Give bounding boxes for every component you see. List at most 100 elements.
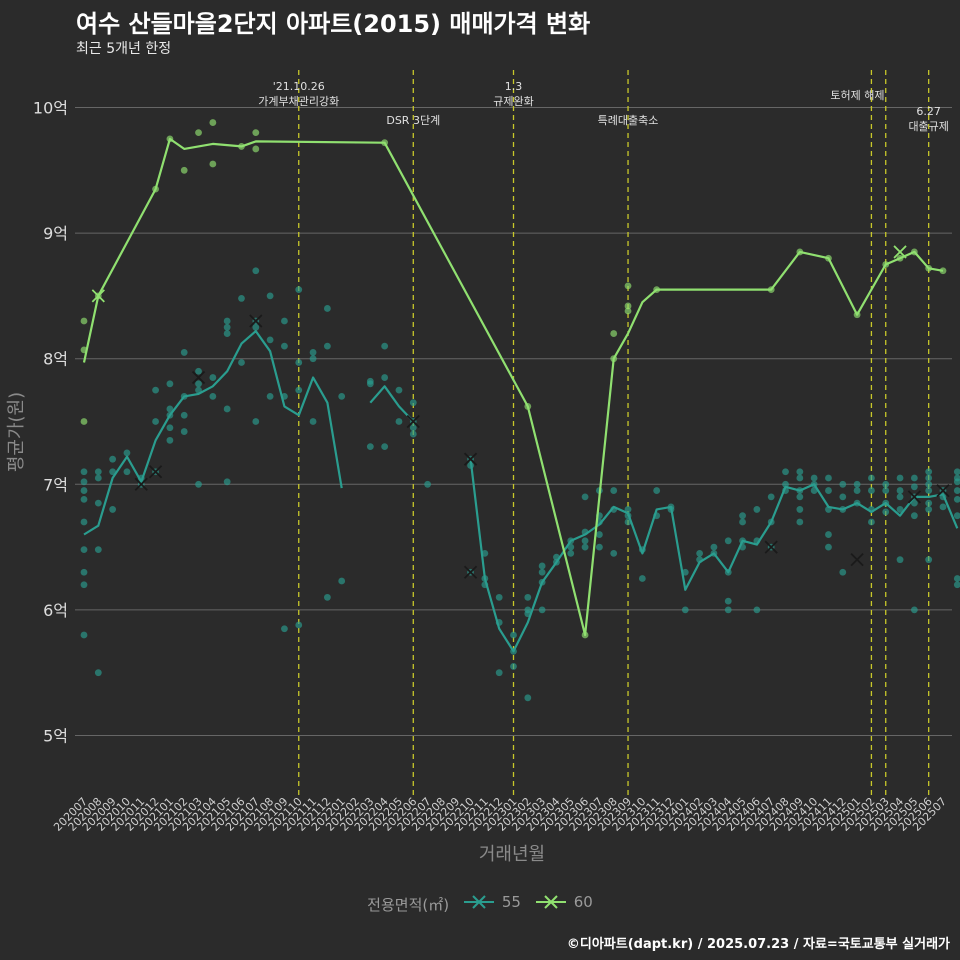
- point-55: [152, 418, 159, 425]
- point-60: [610, 330, 618, 337]
- point-55: [925, 474, 933, 482]
- point-55: [896, 493, 904, 501]
- point-55: [395, 386, 403, 394]
- point-55: [123, 468, 131, 476]
- point-55: [882, 487, 890, 494]
- point-55: [782, 468, 789, 476]
- point-55: [323, 342, 331, 350]
- point-55: [281, 317, 288, 325]
- point-55: [109, 506, 117, 513]
- point-55: [252, 418, 260, 425]
- point-55: [882, 480, 890, 488]
- point-55: [295, 286, 303, 294]
- cross-marker-55: [148, 465, 163, 479]
- point-55: [266, 336, 274, 344]
- point-55: [524, 593, 532, 601]
- point-55: [109, 468, 117, 476]
- point-55: [538, 606, 546, 614]
- point-55: [825, 474, 832, 482]
- point-60: [252, 145, 260, 153]
- point-55: [581, 537, 589, 545]
- cross-marker-55: [764, 540, 778, 554]
- point-55: [825, 543, 832, 551]
- point-55: [80, 468, 88, 476]
- cross-marker-55: [907, 490, 922, 504]
- point-55: [567, 543, 575, 551]
- point-60: [180, 166, 188, 174]
- point-55: [223, 405, 231, 413]
- point-55: [896, 506, 904, 513]
- point-55: [166, 405, 174, 413]
- point-55: [266, 292, 274, 300]
- point-55: [109, 455, 117, 463]
- event-label: DSR 3단계: [386, 114, 440, 127]
- point-55: [94, 669, 102, 677]
- point-55: [94, 474, 102, 482]
- point-55: [252, 323, 260, 331]
- point-55: [295, 359, 303, 366]
- point-55: [409, 430, 417, 438]
- point-55: [939, 503, 947, 511]
- point-55: [825, 531, 832, 538]
- point-55: [180, 411, 188, 419]
- point-55: [366, 380, 374, 388]
- legend: 전용면적(㎡) 55 60: [0, 893, 960, 915]
- cross-marker-55: [850, 553, 864, 567]
- point-55: [739, 512, 746, 520]
- chart-subtitle: 최근 5개년 한정: [76, 41, 172, 57]
- point-55: [953, 575, 960, 582]
- legend-item-60: 60: [534, 893, 593, 911]
- point-55: [739, 518, 746, 526]
- event-label: 토허제 해제: [830, 88, 884, 102]
- point-55: [123, 449, 131, 457]
- point-55: [753, 606, 761, 614]
- point-60: [80, 418, 88, 425]
- point-55: [638, 575, 646, 582]
- point-55: [80, 631, 88, 639]
- cross-marker-55: [463, 565, 478, 579]
- point-55: [868, 474, 875, 482]
- point-55: [180, 428, 188, 435]
- point-55: [80, 487, 88, 494]
- point-55: [538, 568, 546, 576]
- point-55: [925, 556, 933, 564]
- point-55: [581, 493, 589, 501]
- point-55: [495, 669, 503, 677]
- point-55: [953, 512, 960, 520]
- point-55: [295, 621, 303, 629]
- point-55: [94, 468, 102, 476]
- point-55: [381, 374, 389, 381]
- point-55: [409, 399, 417, 407]
- point-60: [624, 302, 632, 310]
- point-55: [209, 392, 217, 400]
- point-55: [767, 493, 775, 501]
- cross-marker-55: [134, 477, 148, 491]
- point-55: [596, 543, 603, 551]
- point-55: [953, 581, 960, 589]
- y-tick-label: 8억: [43, 350, 68, 369]
- y-tick-label: 6억: [43, 601, 68, 620]
- point-55: [223, 323, 231, 331]
- event-label: 6.27 대출규제: [908, 105, 948, 133]
- legend-item-55: 55: [462, 893, 521, 911]
- point-55: [195, 480, 202, 488]
- legend-label-60: 60: [573, 893, 593, 911]
- point-55: [681, 606, 689, 614]
- point-55: [180, 349, 188, 356]
- point-55: [223, 478, 231, 486]
- point-55: [295, 386, 303, 394]
- point-55: [281, 342, 288, 350]
- cross-marker-55: [191, 370, 206, 385]
- point-55: [710, 543, 718, 551]
- point-55: [925, 499, 933, 507]
- point-55: [80, 581, 88, 589]
- point-55: [796, 468, 804, 476]
- point-55: [853, 480, 861, 488]
- point-55: [925, 480, 933, 488]
- legend-title: 전용면적(㎡): [367, 896, 450, 914]
- cross-marker-55: [936, 483, 950, 498]
- point-55: [696, 549, 704, 557]
- event-label: 1.3 규제완화: [493, 80, 533, 108]
- point-55: [166, 436, 174, 444]
